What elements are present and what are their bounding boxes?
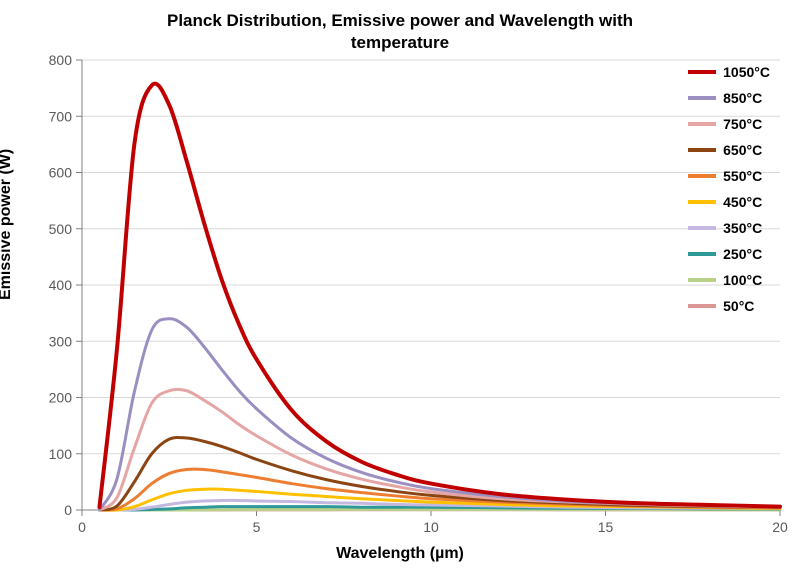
legend-swatch xyxy=(688,148,716,152)
svg-text:600: 600 xyxy=(49,165,73,181)
legend-label: 550°C xyxy=(723,168,762,184)
svg-text:700: 700 xyxy=(49,108,73,124)
legend-label: 850°C xyxy=(723,90,762,106)
legend-label: 450°C xyxy=(723,194,762,210)
svg-text:5: 5 xyxy=(253,519,261,535)
legend-label: 1050°C xyxy=(723,64,770,80)
legend-label: 250°C xyxy=(723,246,762,262)
planck-chart: Planck Distribution, Emissive power and … xyxy=(0,0,800,568)
legend-swatch xyxy=(688,200,716,204)
legend-item: 250°C xyxy=(688,244,770,264)
legend-swatch xyxy=(688,278,716,282)
svg-text:0: 0 xyxy=(64,502,72,518)
legend-swatch xyxy=(688,252,716,256)
svg-text:10: 10 xyxy=(423,519,439,535)
chart-legend: 1050°C 850°C 750°C 650°C 550°C 450°C 350°C 250°… xyxy=(688,62,770,322)
legend-label: 100°C xyxy=(723,272,762,288)
series-line xyxy=(99,319,780,510)
legend-item: 850°C xyxy=(688,88,770,108)
svg-text:200: 200 xyxy=(49,390,73,406)
series-line xyxy=(99,84,780,508)
legend-item: 750°C xyxy=(688,114,770,134)
legend-item: 450°C xyxy=(688,192,770,212)
legend-swatch xyxy=(688,96,716,100)
legend-label: 650°C xyxy=(723,142,762,158)
legend-label: 750°C xyxy=(723,116,762,132)
legend-swatch xyxy=(688,174,716,178)
series-line xyxy=(99,389,780,510)
chart-svg: 0 100 200 300 400 500 600 700 800 0 5 10 15 20 xyxy=(0,0,800,568)
svg-text:400: 400 xyxy=(49,277,73,293)
legend-item: 1050°C xyxy=(688,62,770,82)
svg-text:100: 100 xyxy=(49,446,73,462)
legend-swatch xyxy=(688,122,716,126)
legend-item: 550°C xyxy=(688,166,770,186)
svg-text:15: 15 xyxy=(598,519,614,535)
legend-label: 350°C xyxy=(723,220,762,236)
legend-swatch xyxy=(688,226,716,230)
legend-item: 650°C xyxy=(688,140,770,160)
svg-text:20: 20 xyxy=(772,519,788,535)
svg-text:0: 0 xyxy=(78,519,86,535)
legend-label: 50°C xyxy=(723,298,754,314)
svg-text:800: 800 xyxy=(49,52,73,68)
legend-swatch xyxy=(688,304,716,308)
legend-swatch xyxy=(688,70,716,74)
legend-item: 50°C xyxy=(688,296,770,316)
svg-text:300: 300 xyxy=(49,333,73,349)
legend-item: 100°C xyxy=(688,270,770,290)
svg-text:500: 500 xyxy=(49,221,73,237)
legend-item: 350°C xyxy=(688,218,770,238)
